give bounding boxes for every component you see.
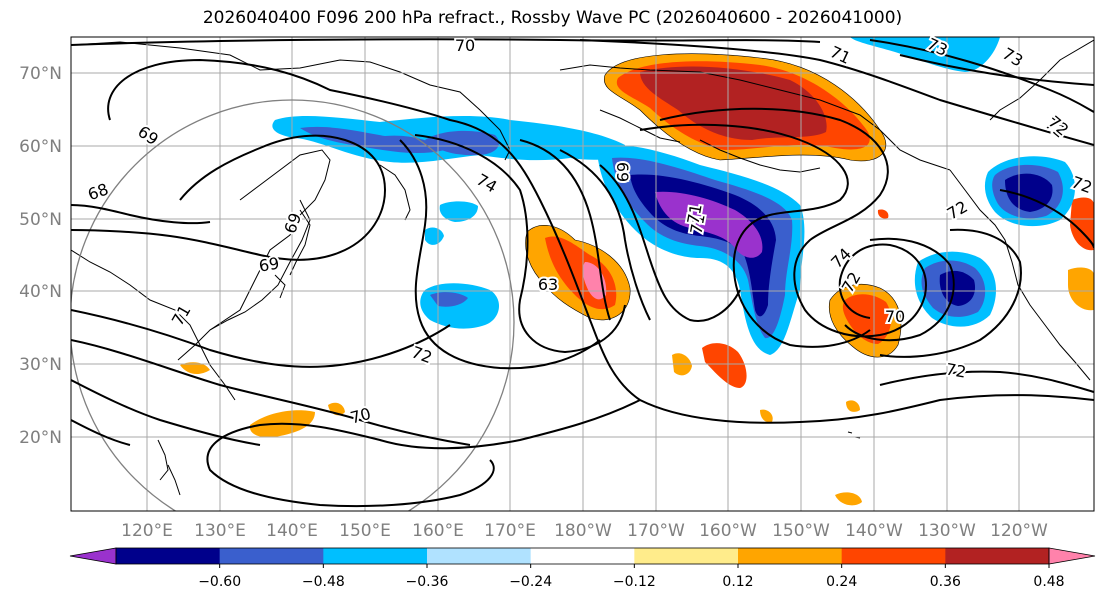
graticule (71, 37, 1094, 511)
lon-label-170w: 170°W (627, 521, 685, 541)
lat-label-20: 20°N (19, 428, 62, 448)
coastlines (71, 39, 1094, 496)
colorbar-tick-label: −0.24 (509, 574, 552, 590)
colorbar-bin (219, 548, 324, 564)
lon-label-150e: 150°E (339, 521, 391, 541)
longitude-labels: 120°E 130°E 140°E 150°E 160°E 170°E 180°… (121, 521, 1048, 541)
contour-label: 70 (885, 307, 905, 326)
lon-label-170e: 170°E (484, 521, 536, 541)
colorbar-bin (841, 548, 946, 564)
lon-label-130w: 130°W (918, 521, 976, 541)
latitude-labels: 70°N 60°N 50°N 40°N 30°N 20°N (19, 64, 62, 448)
lon-label-120e: 120°E (121, 521, 173, 541)
colorbar-tick-label: −0.36 (406, 574, 449, 590)
lat-label-40: 40°N (19, 282, 62, 302)
colorbar-frame (115, 547, 1050, 565)
colorbar-extend-high (1048, 547, 1096, 565)
colorbar: −0.60 −0.48 −0.36 −0.24 −0.12 0.12 0.24 0.36 0.4… (69, 547, 1096, 590)
colorbar-tick-label: −0.48 (302, 574, 345, 590)
colorbar-bin (427, 548, 532, 564)
lon-label-160e: 160°E (412, 521, 464, 541)
lon-label-130e: 130°E (194, 521, 246, 541)
colorbar-tick-label: −0.60 (198, 574, 241, 590)
contour-label: 72 (944, 359, 967, 381)
lon-label-140w: 140°W (845, 521, 903, 541)
contour-label: 69 (257, 253, 280, 275)
contour-label: 69 (613, 162, 632, 182)
refractivity-contours (71, 38, 1094, 508)
lat-label-30: 30°N (19, 355, 62, 375)
contour-label: 63 (538, 275, 558, 294)
map-frame (70, 36, 1095, 512)
lat-label-50: 50°N (19, 210, 62, 230)
colorbar-bin (116, 548, 221, 564)
colorbar-tick-label: −0.12 (613, 574, 656, 590)
colorbar-bin (738, 548, 843, 564)
contour-label: 71 (683, 202, 705, 225)
colorbar-bin (634, 548, 739, 564)
lat-label-60: 60°N (19, 137, 62, 157)
map-title: 2026040400 F096 200 hPa refract., Rossby… (202, 8, 903, 28)
lon-label-180w: 180°W (554, 521, 612, 541)
contour-label: 70 (455, 36, 475, 55)
colorbar-tick-label: 0.24 (826, 574, 857, 590)
colorbar-bin (945, 548, 1050, 564)
colorbar-tick-label: 0.36 (930, 574, 961, 590)
colorbar-tick-label: 0.48 (1033, 574, 1064, 590)
lon-label-160w: 160°W (699, 521, 757, 541)
colorbar-bin (323, 548, 428, 564)
lon-label-140e: 140°E (266, 521, 318, 541)
lon-label-150w: 150°W (772, 521, 830, 541)
colorbar-tick-label: 0.12 (722, 574, 753, 590)
colorbar-bin (530, 548, 635, 564)
lat-label-70: 70°N (19, 64, 62, 84)
lon-label-120w: 120°W (990, 521, 1048, 541)
source-region-circle (71, 99, 515, 511)
colorbar-extend-low (69, 547, 117, 565)
